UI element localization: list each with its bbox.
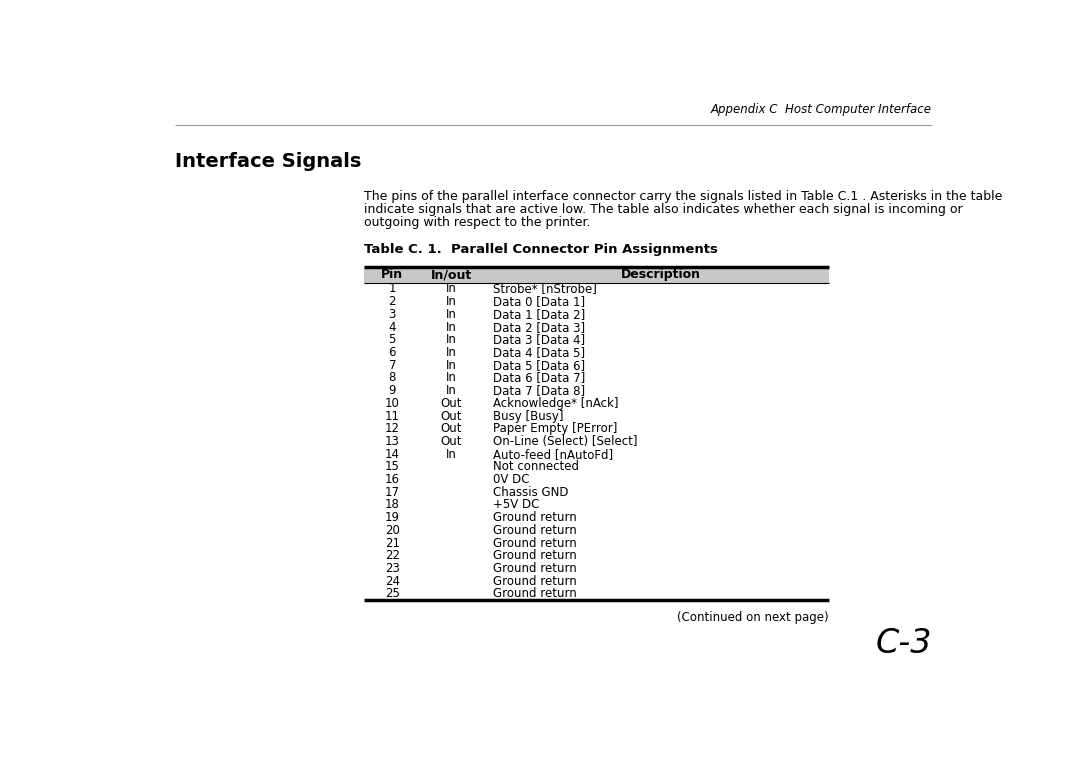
- Text: Out: Out: [441, 422, 462, 435]
- Text: Table C. 1.  Parallel Connector Pin Assignments: Table C. 1. Parallel Connector Pin Assig…: [364, 243, 717, 256]
- Text: Data 1 [Data 2]: Data 1 [Data 2]: [494, 308, 585, 321]
- Text: Acknowledge* [nAck]: Acknowledge* [nAck]: [494, 397, 619, 410]
- Text: 16: 16: [384, 473, 400, 486]
- Text: Paper Empty [PError]: Paper Empty [PError]: [494, 422, 618, 435]
- Text: Appendix C  Host Computer Interface: Appendix C Host Computer Interface: [711, 103, 932, 116]
- Text: 7: 7: [389, 359, 396, 372]
- Bar: [364, 267, 828, 283]
- Text: 0V DC: 0V DC: [494, 473, 529, 486]
- Text: Data 3 [Data 4]: Data 3 [Data 4]: [494, 333, 585, 346]
- Text: In: In: [446, 448, 457, 461]
- Text: 18: 18: [384, 498, 400, 511]
- Text: 23: 23: [384, 562, 400, 575]
- Text: Out: Out: [441, 397, 462, 410]
- Text: Data 2 [Data 3]: Data 2 [Data 3]: [494, 321, 585, 334]
- Text: 17: 17: [384, 486, 400, 499]
- Text: 24: 24: [384, 575, 400, 588]
- Text: 12: 12: [384, 422, 400, 435]
- Text: In: In: [446, 384, 457, 397]
- Text: In: In: [446, 308, 457, 321]
- Text: +5V DC: +5V DC: [494, 498, 539, 511]
- Text: Description: Description: [621, 268, 701, 281]
- Text: In: In: [446, 283, 457, 296]
- Text: Ground return: Ground return: [494, 575, 577, 588]
- Text: Data 4 [Data 5]: Data 4 [Data 5]: [494, 346, 585, 359]
- Text: 22: 22: [384, 549, 400, 562]
- Text: On-Line (Select) [Select]: On-Line (Select) [Select]: [494, 435, 637, 448]
- Text: outgoing with respect to the printer.: outgoing with respect to the printer.: [364, 216, 590, 229]
- Text: 20: 20: [384, 524, 400, 537]
- Text: 9: 9: [389, 384, 396, 397]
- Text: 10: 10: [384, 397, 400, 410]
- Text: 8: 8: [389, 371, 396, 384]
- Text: Data 7 [Data 8]: Data 7 [Data 8]: [494, 384, 585, 397]
- Text: 2: 2: [389, 295, 396, 308]
- Text: In: In: [446, 333, 457, 346]
- Text: Ground return: Ground return: [494, 549, 577, 562]
- Text: Ground return: Ground return: [494, 588, 577, 601]
- Text: Ground return: Ground return: [494, 562, 577, 575]
- Text: indicate signals that are active low. The table also indicates whether each sign: indicate signals that are active low. Th…: [364, 203, 962, 216]
- Text: 3: 3: [389, 308, 396, 321]
- Text: Auto-feed [nAutoFd]: Auto-feed [nAutoFd]: [494, 448, 613, 461]
- Text: Ground return: Ground return: [494, 536, 577, 549]
- Text: 19: 19: [384, 511, 400, 524]
- Text: 15: 15: [384, 461, 400, 474]
- Text: In: In: [446, 346, 457, 359]
- Text: Out: Out: [441, 410, 462, 422]
- Text: Pin: Pin: [381, 268, 403, 281]
- Text: 5: 5: [389, 333, 396, 346]
- Text: 21: 21: [384, 536, 400, 549]
- Text: Data 6 [Data 7]: Data 6 [Data 7]: [494, 371, 585, 384]
- Text: Out: Out: [441, 435, 462, 448]
- Text: (Continued on next page): (Continued on next page): [677, 611, 828, 624]
- Text: In: In: [446, 321, 457, 334]
- Text: Interface Signals: Interface Signals: [175, 152, 362, 170]
- Text: In: In: [446, 295, 457, 308]
- Text: Data 5 [Data 6]: Data 5 [Data 6]: [494, 359, 585, 372]
- Text: Data 0 [Data 1]: Data 0 [Data 1]: [494, 295, 585, 308]
- Text: 13: 13: [384, 435, 400, 448]
- Text: 11: 11: [384, 410, 400, 422]
- Text: C-3: C-3: [875, 627, 932, 660]
- Text: Ground return: Ground return: [494, 524, 577, 537]
- Text: Strobe* [nStrobe]: Strobe* [nStrobe]: [494, 283, 597, 296]
- Text: Not connected: Not connected: [494, 461, 579, 474]
- Text: 1: 1: [389, 283, 396, 296]
- Text: In/out: In/out: [431, 268, 472, 281]
- Text: 6: 6: [389, 346, 396, 359]
- Text: 14: 14: [384, 448, 400, 461]
- Text: The pins of the parallel interface connector carry the signals listed in Table C: The pins of the parallel interface conne…: [364, 190, 1002, 203]
- Text: Busy [Busy]: Busy [Busy]: [494, 410, 564, 422]
- Text: 4: 4: [389, 321, 396, 334]
- Text: Ground return: Ground return: [494, 511, 577, 524]
- Text: 25: 25: [384, 588, 400, 601]
- Text: In: In: [446, 371, 457, 384]
- Text: In: In: [446, 359, 457, 372]
- Text: Chassis GND: Chassis GND: [494, 486, 568, 499]
